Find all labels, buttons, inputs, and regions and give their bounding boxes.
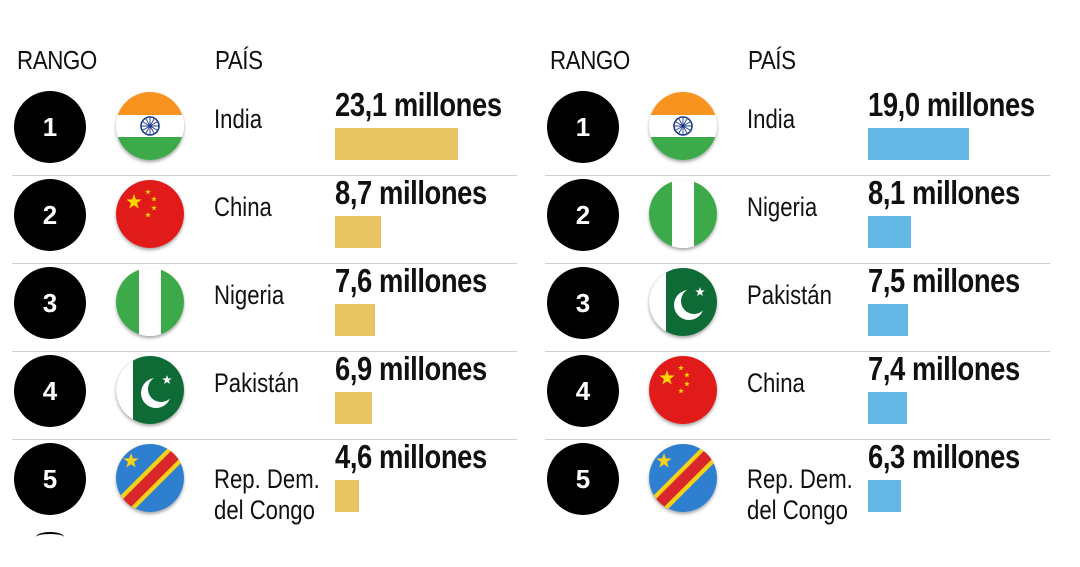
value-bar: [335, 392, 372, 424]
left-ranking-panel: RANGO PAÍS 1 India 23,1 millones 2 China 8,7 …: [12, 0, 517, 567]
value-bar: [335, 128, 458, 160]
row-divider: [12, 351, 517, 352]
value-label: 8,1 millones: [868, 174, 1020, 211]
drc-flag-icon: [649, 444, 717, 512]
ranking-row: 5 Rep. Dem. del Congo 6,3 millones: [545, 438, 1050, 528]
row-divider: [12, 175, 517, 176]
rank-header: RANGO: [550, 45, 630, 75]
rank-badge: 4: [547, 355, 619, 427]
value-label: 7,4 millones: [868, 350, 1020, 387]
value-bar: [335, 216, 381, 248]
rank-badge: 4: [14, 355, 86, 427]
partial-rank-circle: [36, 532, 64, 542]
value-bar: [335, 480, 359, 512]
rank-badge: 5: [14, 443, 86, 515]
nigeria-flag-icon: [116, 268, 184, 336]
value-label: 4,6 millones: [335, 438, 487, 475]
country-name: Nigeria: [214, 280, 284, 311]
country-name-line1: India: [747, 104, 796, 134]
drc-flag-icon: [116, 444, 184, 512]
rank-badge: 5: [547, 443, 619, 515]
country-name-line1: China: [747, 368, 805, 398]
value-label: 8,7 millones: [335, 174, 487, 211]
country-name-line1: Rep. Dem.: [747, 464, 853, 494]
value-label: 19,0 millones: [868, 86, 1035, 123]
value-label: 23,1 millones: [335, 86, 502, 123]
row-divider: [545, 439, 1050, 440]
rank-badge: 3: [14, 267, 86, 339]
rank-badge: 2: [547, 179, 619, 251]
country-name-line1: Pakistán: [214, 368, 299, 398]
country-header: PAÍS: [215, 45, 263, 75]
country-name: Pakistán: [214, 368, 299, 399]
value-label: 6,9 millones: [335, 350, 487, 387]
nigeria-flag-icon: [649, 180, 717, 248]
country-name-line1: China: [214, 192, 272, 222]
rank-badge: 1: [14, 91, 86, 163]
row-divider: [545, 175, 1050, 176]
country-name-line1: India: [214, 104, 263, 134]
value-bar: [868, 392, 907, 424]
right-ranking-panel: RANGO PAÍS 1 India 19,0 millones 2 Nigeria 8,…: [545, 0, 1050, 567]
value-bar: [868, 128, 969, 160]
country-name: China: [214, 192, 272, 223]
value-label: 7,6 millones: [335, 262, 487, 299]
india-flag-icon: [116, 92, 184, 160]
row-divider: [545, 351, 1050, 352]
ranking-row: 4 China 7,4 millones: [545, 350, 1050, 440]
country-name-line1: Rep. Dem.: [214, 464, 320, 494]
ranking-row: 1 India 19,0 millones: [545, 86, 1050, 176]
ranking-row: 3 Pakistán 7,5 millones: [545, 262, 1050, 352]
pakistan-flag-icon: [649, 268, 717, 336]
value-bar: [868, 304, 908, 336]
country-name: Rep. Dem. del Congo: [214, 464, 320, 526]
value-bar: [335, 304, 375, 336]
rank-badge: 1: [547, 91, 619, 163]
rank-badge: 2: [14, 179, 86, 251]
row-divider: [12, 263, 517, 264]
country-name: India: [747, 104, 795, 135]
country-name: India: [214, 104, 262, 135]
ranking-row: 3 Nigeria 7,6 millones: [12, 262, 517, 352]
value-bar: [868, 216, 911, 248]
china-flag-icon: [649, 356, 717, 424]
row-divider: [12, 439, 517, 440]
country-header: PAÍS: [748, 45, 796, 75]
ranking-row: 1 India 23,1 millones: [12, 86, 517, 176]
china-flag-icon: [116, 180, 184, 248]
ranking-row: 2 China 8,7 millones: [12, 174, 517, 264]
country-name-line1: Nigeria: [747, 192, 818, 222]
ranking-row: 2 Nigeria 8,1 millones: [545, 174, 1050, 264]
value-bar: [868, 480, 901, 512]
ranking-row: 4 Pakistán 6,9 millones: [12, 350, 517, 440]
country-name-line1: Nigeria: [214, 280, 285, 310]
country-name: Nigeria: [747, 192, 817, 223]
country-name-line1: Pakistán: [747, 280, 832, 310]
ranking-row: 5 Rep. Dem. del Congo 4,6 millones: [12, 438, 517, 528]
country-name: Pakistán: [747, 280, 832, 311]
row-divider: [545, 263, 1050, 264]
value-label: 7,5 millones: [868, 262, 1020, 299]
rank-header: RANGO: [17, 45, 97, 75]
country-name: China: [747, 368, 805, 399]
country-name: Rep. Dem. del Congo: [747, 464, 853, 526]
country-name-line2: del Congo: [747, 495, 848, 525]
value-label: 6,3 millones: [868, 438, 1020, 475]
rank-badge: 3: [547, 267, 619, 339]
pakistan-flag-icon: [116, 356, 184, 424]
country-name-line2: del Congo: [214, 495, 315, 525]
india-flag-icon: [649, 92, 717, 160]
